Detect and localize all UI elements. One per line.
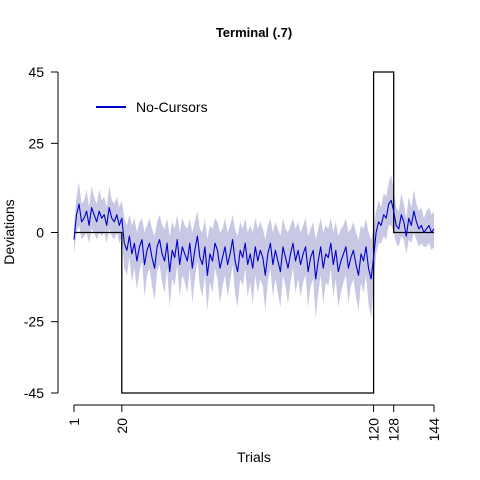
y-tick-label: -25 (24, 314, 44, 330)
x-tick-label: 1 (66, 418, 82, 426)
x-axis: 1 20 120 128 144 (66, 404, 442, 442)
confidence-band (74, 175, 434, 319)
confidence-band-layer (74, 175, 434, 319)
y-tick-label: 0 (36, 225, 44, 241)
x-tick-label: 144 (426, 418, 442, 442)
x-tick-label: 128 (386, 418, 402, 442)
x-tick-label: 120 (366, 418, 382, 442)
y-axis: 45 25 0 -25 -45 (24, 64, 59, 401)
series-line-no-cursors (73, 199, 435, 280)
y-tick-label: -45 (24, 385, 44, 401)
y-axis-label: Deviations (1, 199, 17, 264)
x-tick-label: 20 (114, 418, 130, 434)
chart-title: Terminal (.7) (216, 25, 292, 40)
y-tick-label: 45 (28, 64, 44, 80)
legend-label-no-cursors: No-Cursors (136, 99, 208, 115)
x-axis-label: Trials (237, 449, 271, 465)
rotation-schedule-line (74, 71, 434, 394)
y-tick-label: 25 (28, 135, 44, 151)
legend: No-Cursors (96, 99, 208, 115)
rotation-schedule-layer (74, 71, 434, 394)
series-line-layer (73, 199, 435, 280)
